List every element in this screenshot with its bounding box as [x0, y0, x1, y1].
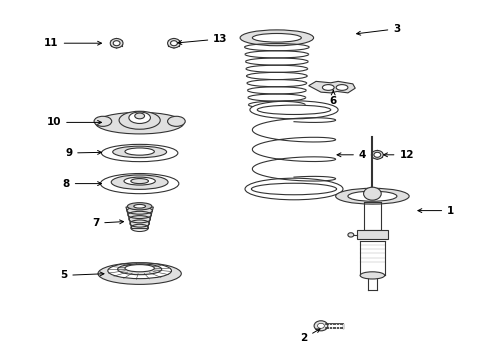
Ellipse shape: [98, 263, 181, 284]
Ellipse shape: [134, 204, 146, 208]
Text: 4: 4: [337, 150, 367, 160]
Ellipse shape: [127, 203, 152, 210]
Ellipse shape: [318, 323, 324, 328]
Ellipse shape: [125, 265, 154, 272]
Text: 6: 6: [330, 90, 337, 106]
Text: 12: 12: [384, 150, 414, 160]
Text: 13: 13: [178, 34, 228, 44]
Text: 3: 3: [357, 24, 400, 35]
Polygon shape: [317, 321, 325, 330]
Ellipse shape: [96, 112, 184, 134]
Ellipse shape: [113, 146, 167, 158]
Polygon shape: [126, 207, 153, 229]
Ellipse shape: [240, 30, 314, 46]
Ellipse shape: [374, 152, 381, 157]
Ellipse shape: [111, 175, 168, 189]
Ellipse shape: [251, 183, 337, 195]
Ellipse shape: [135, 113, 145, 119]
Ellipse shape: [101, 144, 178, 162]
Ellipse shape: [129, 112, 150, 123]
Ellipse shape: [113, 41, 120, 46]
Ellipse shape: [364, 187, 381, 200]
Ellipse shape: [348, 191, 397, 201]
Text: 9: 9: [65, 148, 101, 158]
Ellipse shape: [168, 116, 185, 126]
Ellipse shape: [94, 116, 112, 126]
Text: 1: 1: [418, 206, 454, 216]
Ellipse shape: [336, 188, 409, 204]
Ellipse shape: [257, 105, 331, 114]
Ellipse shape: [252, 33, 301, 42]
Ellipse shape: [371, 150, 383, 159]
Ellipse shape: [131, 179, 148, 184]
Ellipse shape: [322, 85, 334, 90]
Text: 11: 11: [44, 38, 101, 48]
Ellipse shape: [168, 39, 180, 48]
Text: 5: 5: [60, 270, 104, 280]
Ellipse shape: [118, 264, 162, 275]
Ellipse shape: [348, 233, 354, 237]
Ellipse shape: [124, 177, 155, 185]
Ellipse shape: [336, 85, 348, 90]
Ellipse shape: [171, 41, 177, 46]
FancyBboxPatch shape: [357, 230, 388, 239]
Ellipse shape: [119, 111, 160, 129]
Text: 8: 8: [63, 179, 101, 189]
Text: 7: 7: [92, 218, 123, 228]
Ellipse shape: [360, 272, 385, 279]
Ellipse shape: [110, 39, 123, 48]
Ellipse shape: [245, 178, 343, 200]
Ellipse shape: [108, 263, 172, 279]
Ellipse shape: [250, 101, 338, 119]
Text: 2: 2: [300, 329, 320, 343]
Ellipse shape: [100, 174, 179, 194]
Ellipse shape: [314, 321, 328, 331]
Text: 10: 10: [47, 117, 101, 127]
Polygon shape: [309, 81, 355, 93]
Ellipse shape: [125, 148, 154, 155]
